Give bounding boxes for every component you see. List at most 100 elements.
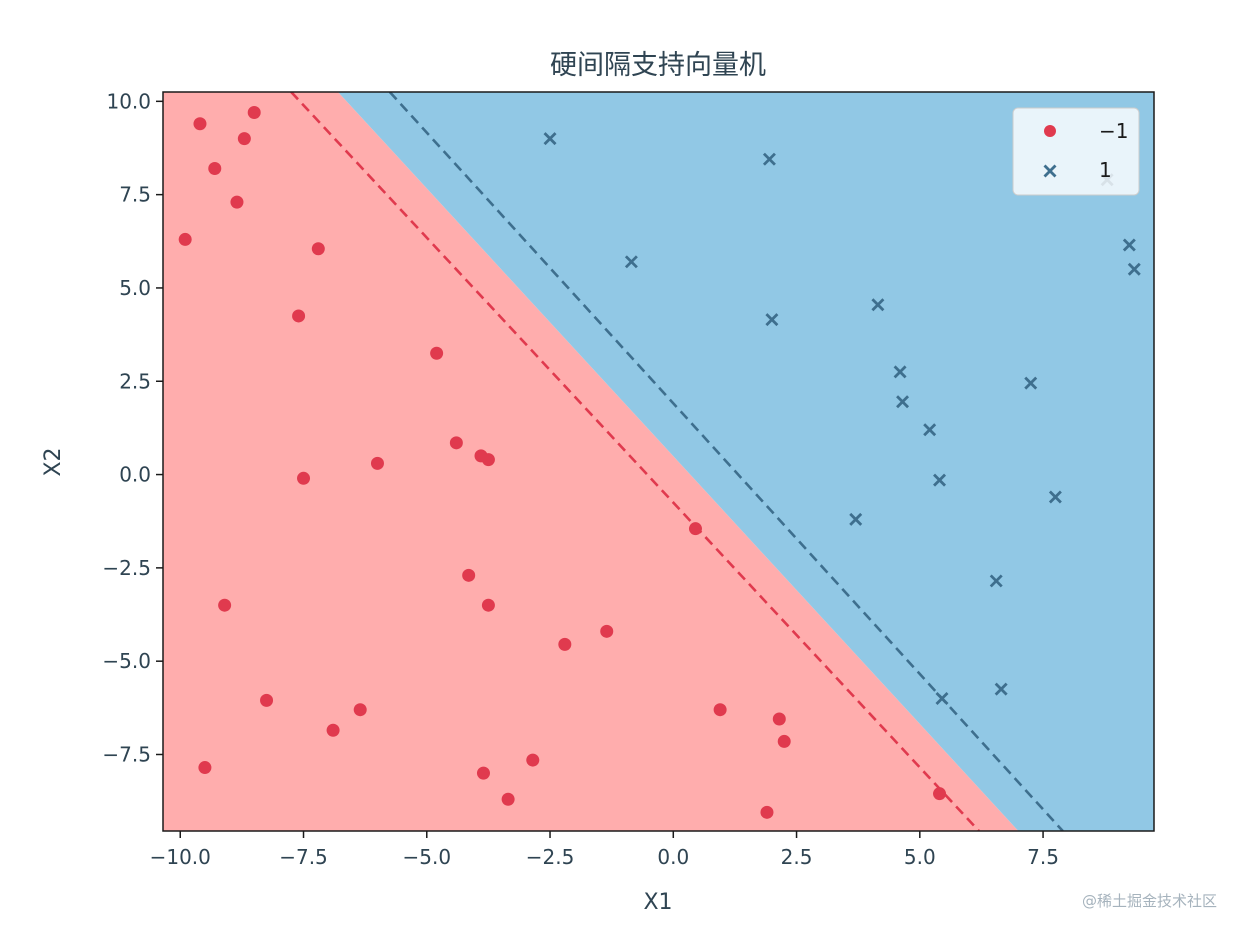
x-tick-label: −7.5 (279, 845, 328, 869)
marker-stroke (1127, 262, 1141, 276)
data-point-negative (476, 766, 490, 780)
data-point-negative (193, 117, 207, 131)
data-point-positive (989, 574, 1003, 588)
data-point-positive (765, 313, 779, 327)
y-tick-label: 5.0 (119, 276, 151, 300)
marker-stroke (994, 682, 1008, 696)
data-point-negative (449, 436, 463, 450)
y-tick-label: 2.5 (119, 369, 151, 393)
marker-stroke (871, 298, 885, 312)
data-point-positive (933, 473, 947, 487)
margin-lines (290, 92, 1064, 831)
x-axis-label: X1 (643, 890, 672, 915)
margin-line-negative (290, 92, 980, 831)
positive-class-region (338, 92, 1154, 831)
y-tick-label: 0.0 (119, 463, 151, 487)
y-tick-label: 10.0 (106, 89, 151, 113)
data-point-negative (462, 568, 476, 582)
marker-stroke (923, 423, 937, 437)
data-point-negative (353, 703, 367, 717)
data-point-positive (624, 255, 638, 269)
data-point-negative (218, 598, 232, 612)
y-tick-label: −2.5 (102, 556, 151, 580)
data-point-negative (230, 195, 244, 209)
chart-title: 硬间隔支持向量机 (550, 50, 766, 81)
y-axis-label: X2 (41, 447, 66, 476)
marker-stroke (624, 255, 638, 269)
data-point-negative (501, 792, 515, 806)
marker-stroke (1122, 238, 1136, 252)
data-point-positive (871, 298, 885, 312)
y-axis-ticks: −7.5 −5.0 −2.5 0.0 2.5 5.0 7.5 10.0 (102, 89, 163, 766)
data-point-positive (923, 423, 937, 437)
data-point-negative (526, 753, 540, 767)
y-tick-label: −5.0 (102, 649, 151, 673)
y-tick-label: 7.5 (119, 183, 151, 207)
data-point-positive (1127, 262, 1141, 276)
data-point-negative (600, 624, 614, 638)
data-point-negative (198, 761, 212, 775)
data-point-negative (292, 309, 306, 323)
marker-stroke (849, 512, 863, 526)
marker-stroke (896, 395, 910, 409)
x-tick-label: 2.5 (781, 845, 813, 869)
data-point-negative (558, 637, 572, 651)
data-point-negative (370, 456, 384, 470)
marker-stroke (1048, 490, 1062, 504)
x-tick-label: 7.5 (1027, 845, 1059, 869)
plot-frame (162, 91, 1155, 832)
data-point-negative (247, 106, 261, 120)
data-points (178, 106, 1141, 819)
marker-stroke (1024, 376, 1038, 390)
marker-stroke (933, 473, 947, 487)
data-point-negative (688, 522, 702, 536)
margin-line-positive (388, 92, 1064, 831)
watermark-text: @稀土掘金技术社区 (1082, 892, 1217, 910)
marker-stroke (543, 132, 557, 146)
data-point-negative (178, 232, 192, 246)
data-point-negative (760, 805, 774, 819)
marker-stroke (893, 365, 907, 379)
data-point-negative (772, 712, 786, 726)
data-point-positive (1024, 376, 1038, 390)
legend-marker-negative (1044, 125, 1056, 137)
data-point-positive (896, 395, 910, 409)
data-point-positive (1048, 490, 1062, 504)
marker-stroke (935, 692, 949, 705)
x-tick-label: −5.0 (402, 845, 451, 869)
data-point-positive (1122, 238, 1136, 252)
data-point-negative (777, 734, 791, 748)
x-tick-label: −2.5 (526, 845, 575, 869)
negative-class-region (163, 92, 1019, 831)
x-tick-label: −10.0 (150, 845, 211, 869)
data-point-negative (311, 242, 325, 256)
data-point-positive (994, 682, 1008, 696)
legend: −1 1 (1012, 107, 1140, 196)
data-point-negative (297, 471, 311, 485)
plot-area (163, 92, 1154, 831)
data-point-negative (430, 346, 444, 360)
data-point-negative (208, 162, 222, 176)
data-point-positive (893, 365, 907, 379)
x-tick-label: 5.0 (904, 845, 936, 869)
data-point-negative (933, 787, 947, 801)
marker-stroke (1043, 164, 1057, 178)
y-tick-label: −7.5 (102, 742, 151, 766)
legend-label-negative: −1 (1099, 119, 1128, 143)
data-point-negative (713, 703, 727, 717)
data-point-negative (326, 723, 340, 737)
data-point-positive (849, 512, 863, 526)
data-point-negative (260, 693, 274, 707)
data-point-negative (481, 453, 495, 467)
marker-stroke (762, 152, 776, 166)
x-tick-label: 0.0 (657, 845, 689, 869)
x-axis-ticks: −10.0 −7.5 −5.0 −2.5 0.0 2.5 5.0 7.5 (150, 831, 1059, 869)
marker-stroke (989, 574, 1003, 588)
data-point-negative (237, 132, 251, 146)
legend-label-positive: 1 (1099, 158, 1112, 182)
data-point-positive (543, 132, 557, 146)
legend-marker-positive (1043, 164, 1057, 178)
data-point-positive (762, 152, 776, 166)
marker-stroke (765, 313, 779, 327)
